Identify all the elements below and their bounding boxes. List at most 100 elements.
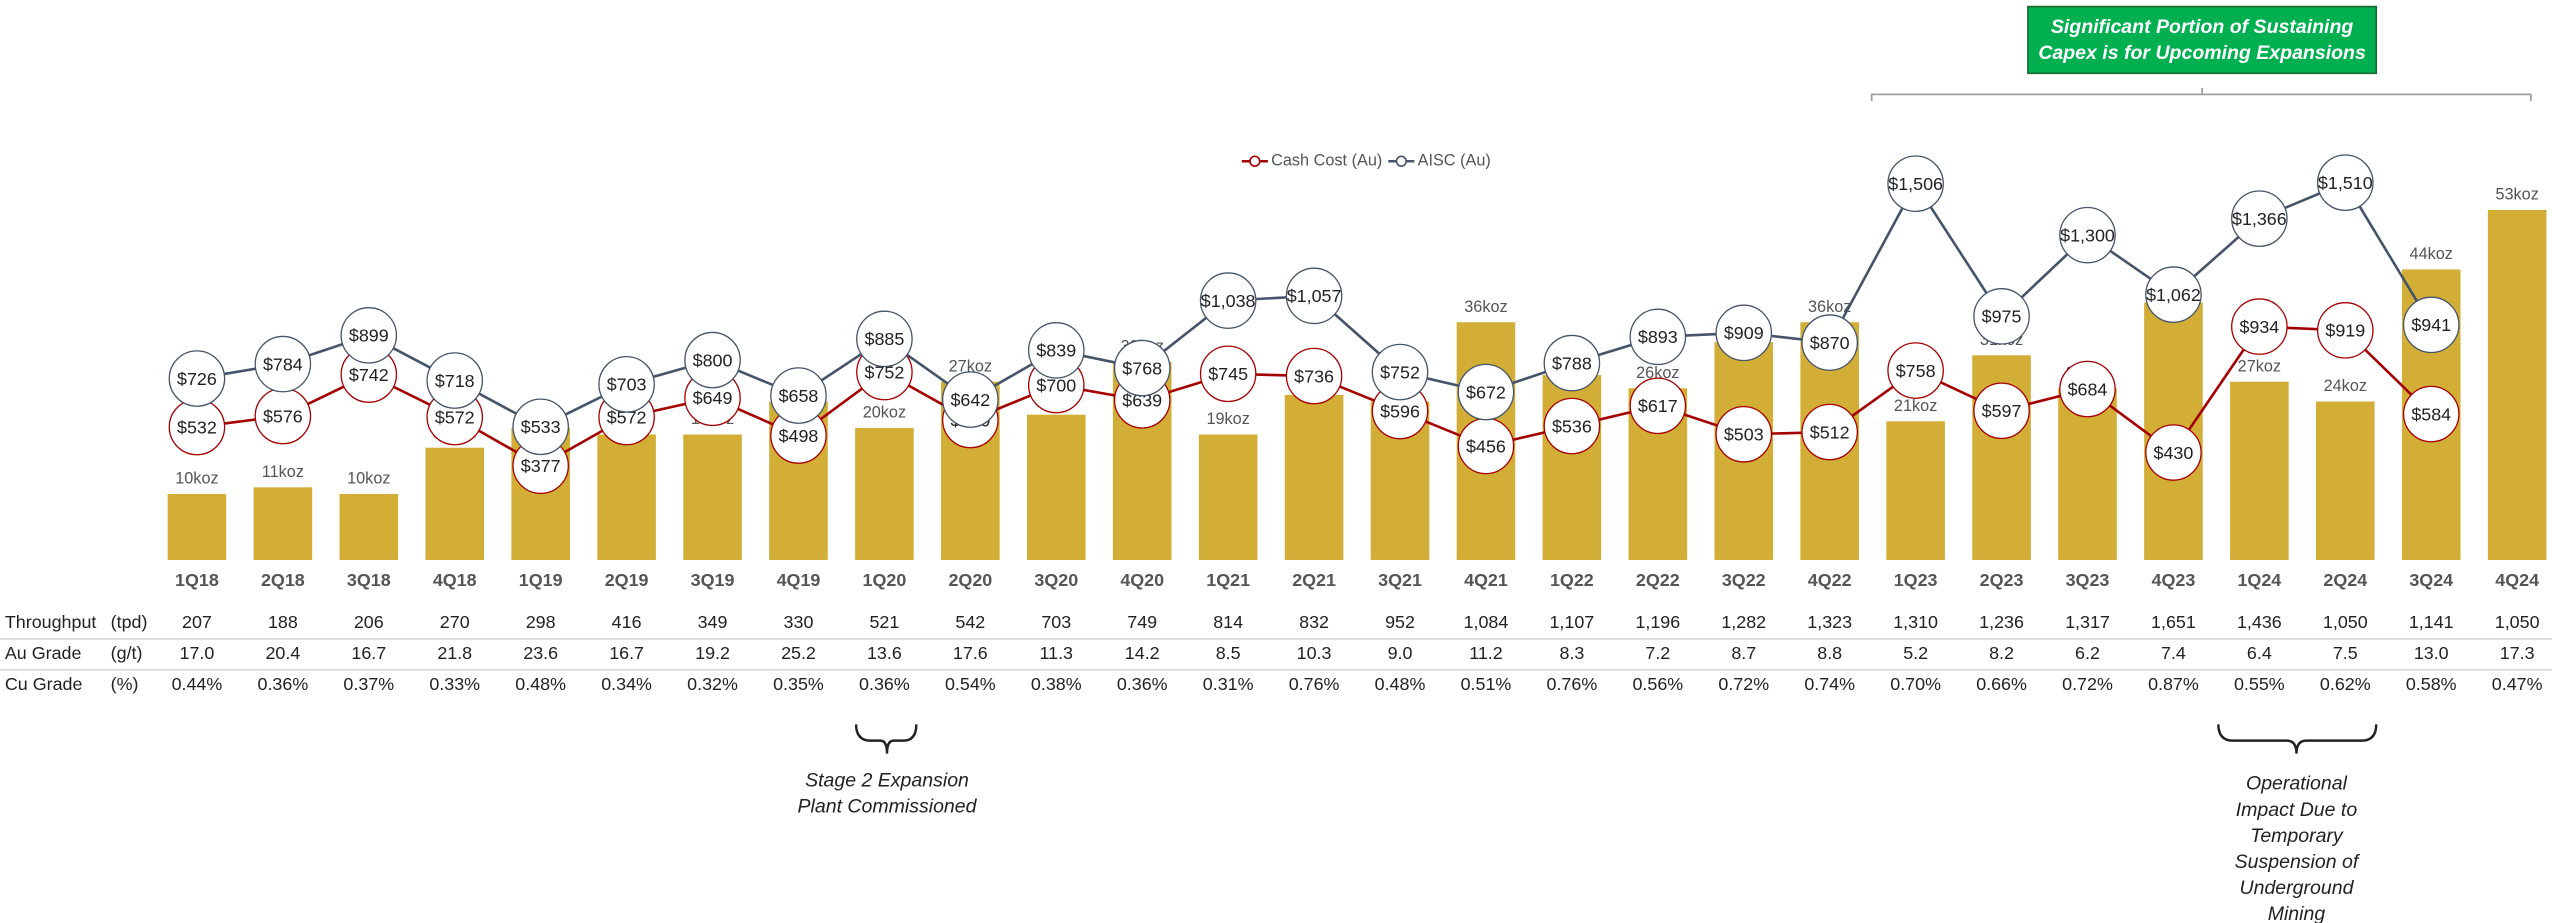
cell: 13.6 bbox=[867, 643, 902, 663]
cell: 0.66% bbox=[1976, 674, 2027, 694]
cell: 0.47% bbox=[2492, 674, 2543, 694]
point bbox=[1543, 334, 1601, 392]
cell: 0.74% bbox=[1804, 674, 1855, 694]
point-label: $1,506 bbox=[1888, 174, 1943, 194]
point-label: $596 bbox=[1380, 401, 1420, 421]
cell: 0.87% bbox=[2148, 674, 2199, 694]
point-label: $742 bbox=[349, 365, 389, 385]
point bbox=[2059, 206, 2116, 264]
bar-label: 27koz bbox=[949, 357, 992, 375]
row-unit: (%) bbox=[111, 674, 139, 694]
capex-bracket bbox=[1870, 87, 2532, 101]
point bbox=[1801, 403, 1859, 461]
bar-label: 20koz bbox=[863, 404, 906, 422]
point-label: $498 bbox=[779, 426, 819, 446]
cell: 7.4 bbox=[2161, 643, 2186, 663]
point-label: $1,038 bbox=[1201, 291, 1256, 311]
stage2-note: Plant Commissioned bbox=[798, 796, 978, 818]
cell: 1,107 bbox=[1549, 612, 1594, 632]
point bbox=[770, 367, 827, 424]
point bbox=[1027, 322, 1085, 379]
point-label: $736 bbox=[1294, 366, 1334, 386]
x-tick-label: 3Q22 bbox=[1722, 570, 1766, 590]
bar-label: 36koz bbox=[1464, 298, 1507, 316]
point bbox=[1285, 347, 1343, 405]
point-label: $893 bbox=[1638, 327, 1678, 347]
point-label: $1,300 bbox=[2060, 226, 2115, 246]
point-label: $1,057 bbox=[1287, 286, 1342, 306]
x-tick-label: 3Q24 bbox=[2409, 570, 2453, 590]
operational-note: Suspension of bbox=[2235, 851, 2361, 873]
cell: 1,323 bbox=[1807, 612, 1852, 632]
cell: 0.58% bbox=[2406, 674, 2457, 694]
cell: 270 bbox=[440, 612, 470, 632]
point bbox=[1543, 397, 1601, 455]
cell: 8.5 bbox=[1216, 643, 1241, 663]
point bbox=[2145, 266, 2202, 323]
x-tick-label: 2Q21 bbox=[1292, 570, 1336, 590]
cell: 11.3 bbox=[1040, 643, 1074, 663]
x-tick-label: 1Q22 bbox=[1550, 570, 1594, 590]
cell: 0.31% bbox=[1203, 674, 1254, 694]
cell: 298 bbox=[526, 612, 556, 632]
point bbox=[1113, 339, 1171, 397]
point bbox=[2316, 302, 2374, 359]
bar-label: 10koz bbox=[347, 470, 390, 488]
point-label: $617 bbox=[1638, 396, 1678, 416]
bar-label: 26koz bbox=[1636, 364, 1679, 382]
cell: 0.72% bbox=[2062, 674, 2113, 694]
point bbox=[942, 371, 999, 428]
cell: 1,282 bbox=[1721, 612, 1766, 632]
point bbox=[1715, 304, 1773, 362]
cell: 6.4 bbox=[2247, 643, 2272, 663]
point bbox=[2231, 190, 2288, 247]
x-tick-label: 4Q21 bbox=[1464, 570, 1508, 590]
point bbox=[2231, 298, 2288, 355]
cell: 17.0 bbox=[180, 643, 215, 663]
bar bbox=[2230, 381, 2289, 560]
point-label: $752 bbox=[1380, 362, 1420, 382]
cell: 0.76% bbox=[1289, 674, 1340, 694]
point-label: $758 bbox=[1896, 361, 1936, 381]
point-label: $597 bbox=[1982, 401, 2022, 421]
bar-label: 44koz bbox=[2410, 245, 2453, 263]
cell: 23.6 bbox=[523, 643, 558, 663]
point-label: $377 bbox=[521, 456, 561, 476]
bar bbox=[855, 427, 914, 560]
point-label: $533 bbox=[521, 417, 561, 437]
bar-label: 53koz bbox=[2495, 186, 2538, 204]
x-tick-label: 4Q18 bbox=[433, 570, 477, 590]
point bbox=[1285, 267, 1343, 325]
cell: 0.51% bbox=[1461, 674, 1512, 694]
point-label: $503 bbox=[1724, 425, 1764, 445]
cell: 8.8 bbox=[1817, 643, 1842, 663]
point bbox=[1371, 343, 1429, 401]
x-tick-label: 2Q22 bbox=[1636, 570, 1680, 590]
stage2-brace bbox=[854, 724, 918, 754]
x-tick-label: 1Q24 bbox=[2237, 570, 2281, 590]
bar bbox=[597, 434, 656, 560]
row-label: Au Grade bbox=[5, 643, 82, 663]
point bbox=[1629, 377, 1687, 435]
point-label: $536 bbox=[1552, 416, 1592, 436]
x-tick-label: 1Q21 bbox=[1206, 570, 1250, 590]
point-label: $700 bbox=[1036, 375, 1076, 395]
bar bbox=[253, 487, 313, 560]
cell: 0.35% bbox=[773, 674, 824, 694]
legend-marker bbox=[1249, 155, 1261, 167]
cell: 0.32% bbox=[687, 674, 738, 694]
bar bbox=[2316, 401, 2375, 560]
row-label: Throughput bbox=[5, 612, 97, 632]
cell: 17.3 bbox=[2500, 643, 2535, 663]
cell: 0.70% bbox=[1890, 674, 1941, 694]
bar-label: 19koz bbox=[1206, 410, 1249, 428]
x-tick-label: 4Q19 bbox=[777, 570, 821, 590]
point bbox=[2316, 154, 2374, 212]
point-label: $784 bbox=[263, 354, 303, 374]
operational-brace bbox=[2217, 724, 2378, 754]
cell: 8.3 bbox=[1559, 643, 1584, 663]
point-label: $934 bbox=[2239, 317, 2279, 337]
x-tick-label: 2Q18 bbox=[261, 570, 305, 590]
point-label: $572 bbox=[435, 407, 475, 427]
